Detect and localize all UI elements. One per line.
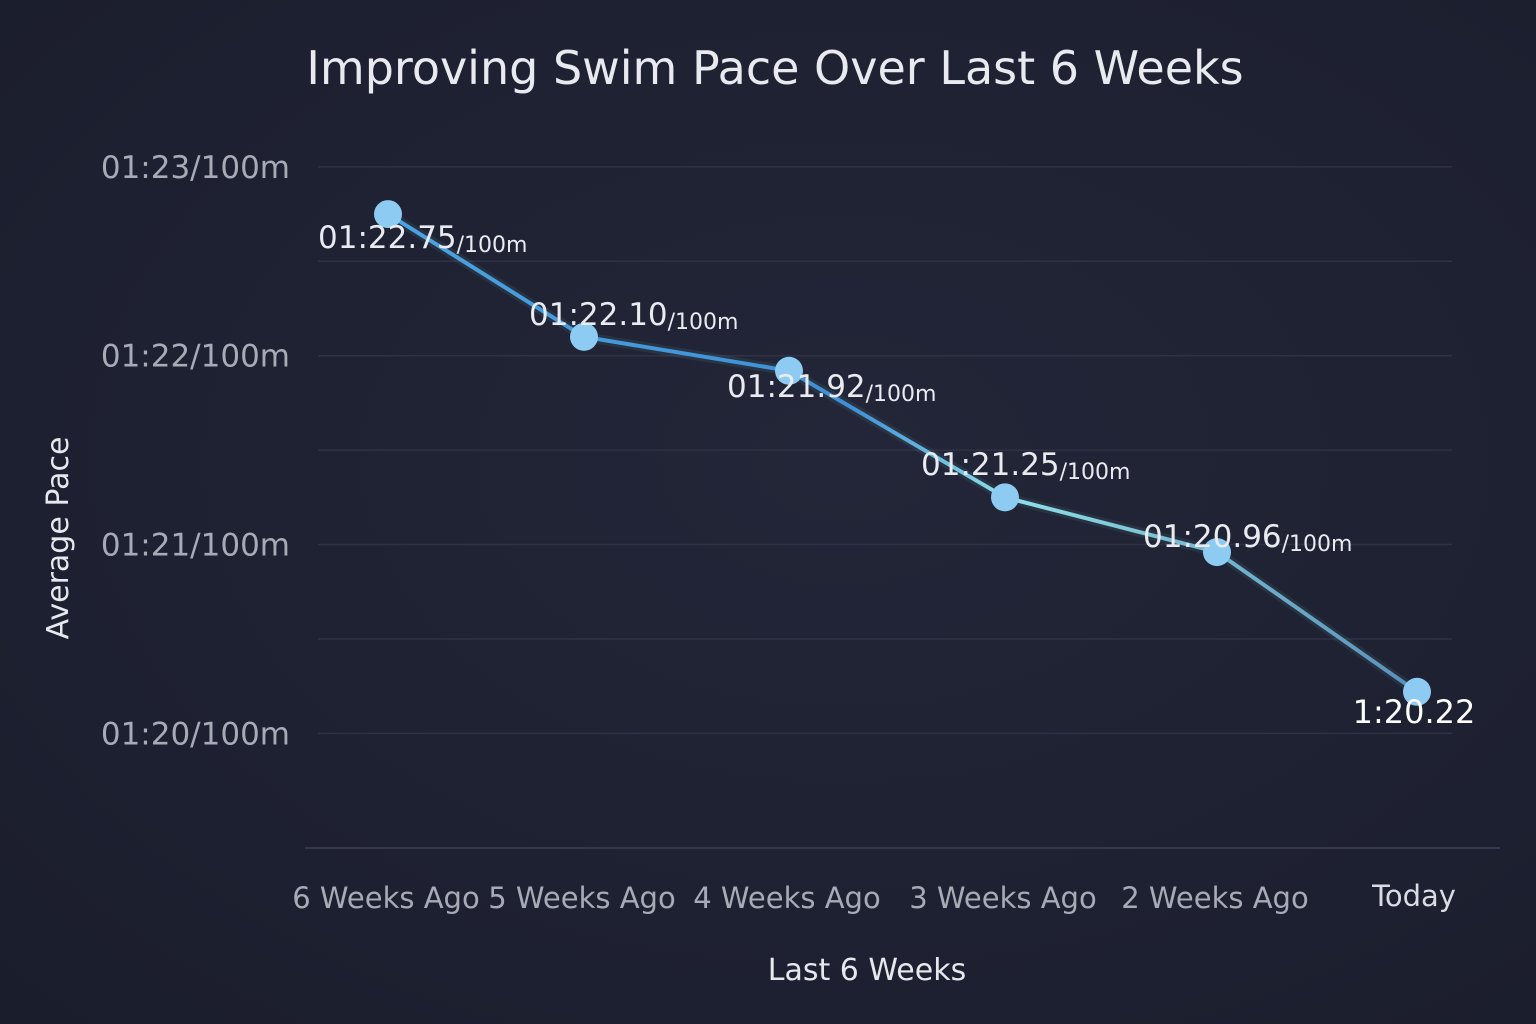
data-label-unit: /100m <box>668 310 739 335</box>
x-tick-label: 6 Weeks Ago <box>292 881 479 915</box>
data-label: 01:20.96/100m <box>1143 519 1352 557</box>
data-label-value: 01:20.96 <box>1143 519 1282 555</box>
data-point <box>775 356 803 385</box>
data-label: 01:22.75/100m <box>318 220 527 258</box>
x-tick-label: 2 Weeks Ago <box>1121 881 1308 915</box>
y-tick-label: 01:21/100m <box>101 528 290 564</box>
series-line-glow <box>383 209 1422 697</box>
data-label-unit: /100m <box>866 382 937 407</box>
data-point <box>1403 677 1431 706</box>
data-label-unit: /100m <box>1060 460 1131 485</box>
x-tick-label: Today <box>1371 879 1456 913</box>
data-label: 01:21.92/100m <box>727 369 936 407</box>
data-point <box>1203 538 1231 567</box>
data-label-value: 01:21.25 <box>921 447 1060 483</box>
y-tick-label: 01:23/100m <box>101 150 290 186</box>
data-label: 1:20.22 <box>1353 693 1476 731</box>
data-label-unit: /100m <box>1282 532 1353 557</box>
data-point <box>374 200 402 229</box>
grid-lines <box>305 166 1500 849</box>
chart-title: Improving Swim Pace Over Last 6 Weeks <box>306 41 1243 95</box>
data-label-unit: /100m <box>457 233 528 258</box>
data-label: 01:22.10/100m <box>529 297 738 335</box>
data-label: 01:21.25/100m <box>921 447 1130 485</box>
y-tick-label: 01:22/100m <box>101 339 290 375</box>
y-tick-label: 01:20/100m <box>101 716 290 752</box>
data-label-value: 01:22.75 <box>318 220 457 256</box>
x-tick-label: 5 Weeks Ago <box>488 881 675 915</box>
data-label-value: 01:22.10 <box>529 297 668 333</box>
data-labels: 01:22.75/100m01:22.10/100m01:21.92/100m0… <box>318 220 1475 731</box>
y-axis-ticks: 01:23/100m 01:22/100m 01:21/100m 01:20/100m <box>101 150 290 752</box>
series-line <box>386 212 1419 694</box>
x-tick-label: 4 Weeks Ago <box>693 881 880 915</box>
data-points <box>374 200 1431 706</box>
data-point <box>991 483 1019 512</box>
data-point <box>570 322 598 351</box>
x-axis-label: Last 6 Weeks <box>768 953 966 988</box>
data-label-value: 1:20.22 <box>1353 693 1476 731</box>
y-axis-label: Average Pace <box>41 437 76 640</box>
x-tick-label: 3 Weeks Ago <box>909 881 1096 915</box>
data-label-value: 01:21.92 <box>727 369 866 405</box>
x-axis-ticks: 6 Weeks Ago 5 Weeks Ago 4 Weeks Ago 3 Weeks… <box>292 879 1456 915</box>
series-average-pace <box>383 209 1422 697</box>
